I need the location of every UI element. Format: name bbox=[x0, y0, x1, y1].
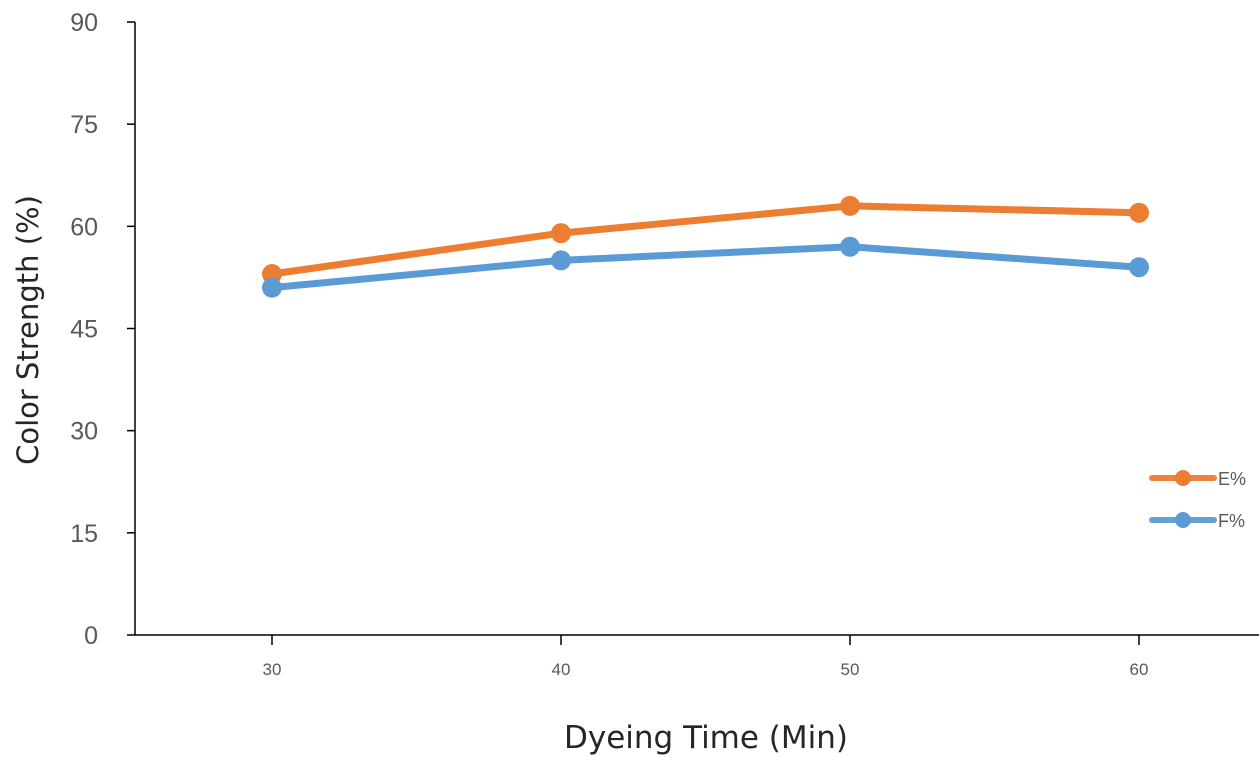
x-tick-label: 30 bbox=[263, 660, 282, 679]
data-point-E% bbox=[1129, 202, 1149, 223]
y-tick-label: 15 bbox=[70, 520, 98, 548]
data-point-F% bbox=[840, 236, 860, 257]
axes bbox=[134, 22, 1259, 636]
y-tick-label: 45 bbox=[70, 316, 98, 344]
x-tick-label: 40 bbox=[552, 660, 571, 679]
series-lines bbox=[268, 202, 1143, 292]
x-axis-title: Dyeing Time (Min) bbox=[564, 720, 848, 756]
y-tick-label: 0 bbox=[84, 622, 98, 650]
y-tick-label: 75 bbox=[70, 111, 98, 139]
legend-swatch-marker bbox=[1175, 470, 1191, 486]
y-axis-title: Color Strength (%) bbox=[11, 195, 45, 465]
y-tick-label: 30 bbox=[70, 418, 98, 446]
y-tick-label: 60 bbox=[70, 213, 98, 241]
series-points bbox=[262, 195, 1149, 298]
x-tick-label: 60 bbox=[1130, 660, 1149, 679]
data-point-E% bbox=[840, 195, 860, 216]
data-point-F% bbox=[551, 250, 571, 271]
y-axis-ticks: 0 15 30 45 60 75 90 bbox=[70, 9, 135, 650]
legend: E% F% bbox=[1149, 469, 1246, 531]
legend-label: F% bbox=[1218, 511, 1245, 531]
data-point-F% bbox=[1129, 257, 1149, 278]
series-line-E% bbox=[268, 202, 1143, 278]
y-tick-label: 90 bbox=[70, 9, 98, 37]
data-point-E% bbox=[551, 223, 571, 244]
x-tick-label: 50 bbox=[841, 660, 860, 679]
data-point-F% bbox=[262, 277, 282, 298]
legend-label: E% bbox=[1218, 469, 1246, 489]
legend-item: F% bbox=[1149, 511, 1245, 531]
legend-swatch-marker bbox=[1175, 512, 1191, 528]
x-axis-ticks: 30 40 50 60 bbox=[263, 635, 1149, 679]
series-line-F% bbox=[268, 243, 1143, 292]
legend-item: E% bbox=[1149, 469, 1246, 489]
